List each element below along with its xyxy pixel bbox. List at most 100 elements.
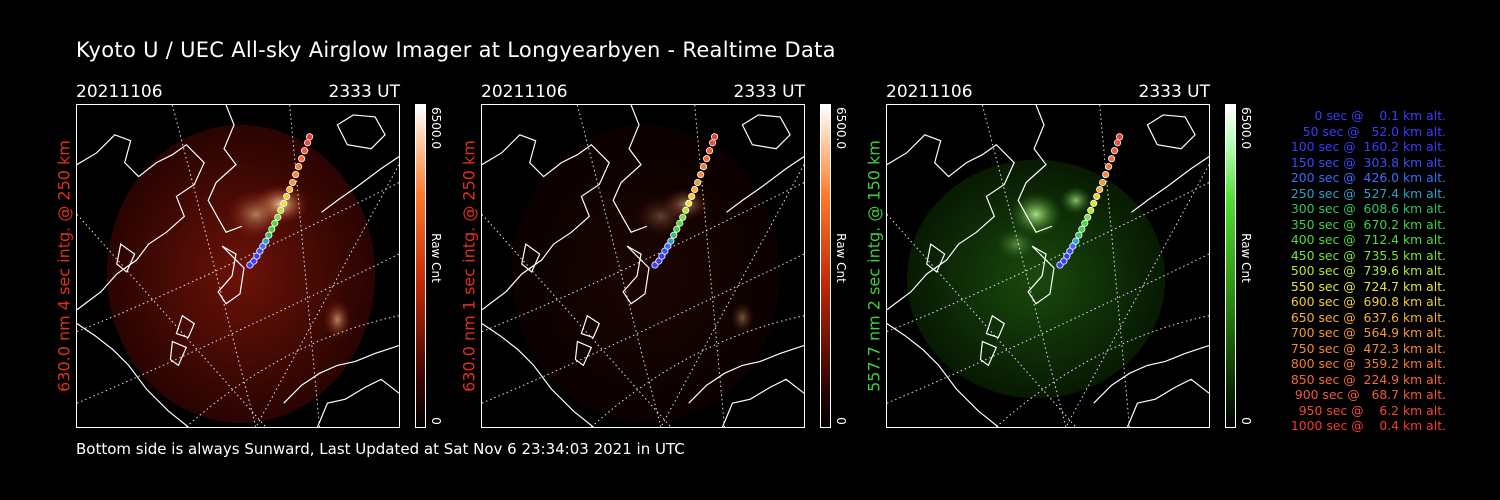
trajectory-point <box>708 139 717 147</box>
coastline <box>77 134 205 311</box>
trajectory-point <box>685 199 693 207</box>
panel-2-image[interactable] <box>481 104 805 428</box>
trajectory-point <box>280 199 288 207</box>
coastline <box>169 340 188 367</box>
coastline <box>979 340 998 367</box>
lat-lon-gridline <box>995 315 1209 427</box>
coastline <box>887 323 999 427</box>
trajectory-point <box>277 206 285 214</box>
trajectory-point <box>700 163 708 171</box>
trajectory-point <box>676 219 684 227</box>
panel-1-colorbar-min: 0 <box>429 417 443 425</box>
coastline <box>482 134 610 311</box>
panel-3-image[interactable] <box>886 104 1210 428</box>
panel-3-map-svg <box>887 105 1209 427</box>
trajectory-point <box>1078 225 1086 233</box>
page-title: Kyoto U / UEC All-sky Airglow Imager at … <box>76 38 836 62</box>
aurora-patch <box>730 301 755 334</box>
coastline <box>1131 156 1209 213</box>
panel-2-colorbar <box>820 104 831 428</box>
coastline <box>1093 344 1209 404</box>
legend-row: 600 sec @ 690.8 km alt. <box>1286 294 1446 309</box>
panel-1-ylabel: 630.0 nm 4 sec intg. @ 250 km <box>54 140 74 392</box>
lat-lon-gridline <box>255 164 399 427</box>
aurora-patch <box>635 196 687 237</box>
legend-row: 500 sec @ 739.6 km alt. <box>1286 263 1446 278</box>
panel-1-image[interactable] <box>76 104 400 428</box>
panel-3-date: 20211106 <box>886 82 973 102</box>
aurora-patch <box>1010 192 1062 237</box>
coastline <box>283 344 399 404</box>
panel-1-date: 20211106 <box>76 82 163 102</box>
coastline <box>321 156 399 213</box>
lat-lon-gridline <box>1099 105 1130 427</box>
panel-2-colorbar-label: Raw Cnt <box>834 233 848 283</box>
panel-3-colorbar-max: 6500.0 <box>1239 107 1253 149</box>
airglow-field <box>511 124 781 424</box>
aurora-patch <box>1059 186 1092 215</box>
panel-2-date: 20211106 <box>481 82 568 102</box>
trajectory-point <box>1105 163 1113 171</box>
coastline <box>217 245 245 305</box>
trajectory-point <box>1087 206 1095 214</box>
legend-row: 150 sec @ 303.8 km alt. <box>1286 154 1446 170</box>
trajectory-point <box>1075 231 1083 239</box>
panel-2-colorbar-max: 6500.0 <box>834 107 848 149</box>
lat-lon-gridline <box>171 105 257 427</box>
coastline <box>116 243 136 273</box>
legend-row: 250 sec @ 527.4 km alt. <box>1286 185 1446 201</box>
footer-note: Bottom side is always Sunward, Last Upda… <box>76 440 685 458</box>
panel-2-colorbar-min: 0 <box>834 417 848 425</box>
trajectory-point <box>1099 178 1107 187</box>
lat-lon-gridline <box>660 164 804 427</box>
trajectory-point <box>268 225 276 233</box>
legend-row: 50 sec @ 52.0 km alt. <box>1294 123 1446 139</box>
trajectory-point <box>1115 133 1124 141</box>
panel-1-map-svg <box>77 105 399 427</box>
lat-lon-gridline <box>694 105 725 427</box>
panel-2-ylabel: 630.0 nm 1 sec intg. @ 250 km <box>459 140 479 392</box>
panel-1-colorbar-max: 6500.0 <box>429 107 443 149</box>
trajectory-point <box>670 231 678 239</box>
coastline <box>175 314 196 339</box>
coastline <box>1126 378 1209 427</box>
panel-1-colorbar <box>415 104 426 428</box>
legend-row: 100 sec @ 160.2 km alt. <box>1286 139 1446 154</box>
coastline <box>521 243 541 273</box>
panel-3-colorbar-min: 0 <box>1239 417 1253 425</box>
trajectory-point <box>1108 155 1116 163</box>
legend-row: 200 sec @ 426.0 km alt. <box>1286 170 1446 185</box>
trajectory-point <box>295 163 303 171</box>
coastline <box>316 378 399 427</box>
legend-row: 900 sec @ 68.7 km alt. <box>1290 387 1446 402</box>
trajectory-point <box>1111 147 1119 155</box>
trajectory-point <box>262 237 270 245</box>
coastline <box>482 323 594 427</box>
trajectory-point <box>305 133 314 141</box>
trajectory-point <box>703 155 711 163</box>
coastline <box>580 314 601 339</box>
lat-lon-gridline <box>590 315 804 427</box>
lat-lon-gridline <box>289 105 320 427</box>
trajectory-point <box>679 213 687 221</box>
coastline <box>1017 105 1053 233</box>
trajectory-point <box>298 155 306 163</box>
coastline <box>741 114 791 150</box>
coastline <box>721 378 804 427</box>
coastline <box>926 243 946 273</box>
trajectory-point <box>1081 219 1089 227</box>
legend-row: 300 sec @ 608.6 km alt. <box>1286 201 1446 216</box>
trajectory-legend: 0 sec @ 0.1 km alt. 50 sec @ 52.0 km alt… <box>1262 108 1446 434</box>
coastline <box>726 156 804 213</box>
panel-2-map-svg <box>482 105 804 427</box>
trajectory-point <box>1113 139 1122 147</box>
trajectory-point <box>1096 185 1104 194</box>
coastline <box>574 340 593 367</box>
lat-lon-gridline <box>1065 164 1209 427</box>
trajectory-point <box>283 192 291 201</box>
trajectory-point <box>706 147 714 155</box>
coastline <box>336 114 386 150</box>
panel-2-time: 2333 UT <box>733 82 806 102</box>
legend-row: 850 sec @ 224.9 km alt. <box>1286 371 1446 387</box>
trajectory-point <box>303 139 312 147</box>
